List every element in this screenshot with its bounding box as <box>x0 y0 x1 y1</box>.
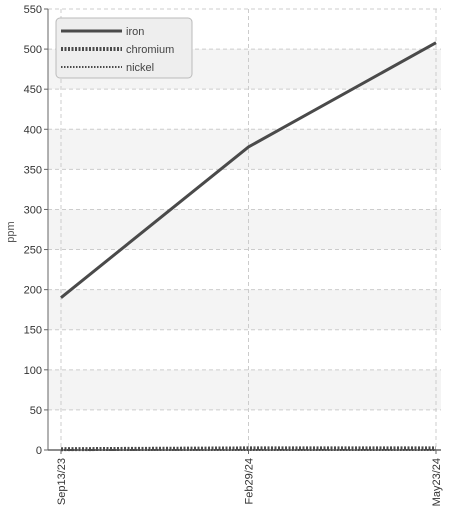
y-tick-label: 0 <box>36 445 42 457</box>
y-tick-label: 500 <box>24 44 42 56</box>
y-tick-label: 300 <box>24 204 42 216</box>
legend-label-nickel[interactable]: nickel <box>126 62 154 74</box>
y-tick-label: 200 <box>24 285 42 297</box>
series-line-iron <box>60 41 437 299</box>
legend-label-chromium[interactable]: chromium <box>126 44 174 56</box>
y-tick-label: 150 <box>24 325 42 337</box>
plot-band <box>48 209 441 250</box>
y-tick-label: 250 <box>24 245 42 257</box>
y-tick-label: 400 <box>24 124 42 136</box>
y-tick-label: 350 <box>24 164 42 176</box>
y-tick-label: 450 <box>24 84 42 96</box>
grid-lines <box>48 8 441 450</box>
y-tick-labels: 0 50 100 150 200 250 300 350 400 450 500 550 <box>24 4 42 457</box>
x-tick-label: May23/24 <box>431 458 443 506</box>
plot-band <box>48 369 441 410</box>
y-axis-title: ppm <box>5 221 17 242</box>
series-line-chromium <box>60 446 436 452</box>
x-tick-label: Feb29/24 <box>244 458 256 504</box>
y-tick-label: 100 <box>24 365 42 377</box>
legend-box <box>55 17 193 79</box>
y-tick-label: 50 <box>30 405 42 417</box>
plot-band <box>48 289 441 330</box>
x-tick-labels: Sep13/23 Feb29/24 May23/24 <box>56 458 443 506</box>
plot-bands <box>48 49 441 410</box>
x-tick-label: Sep13/23 <box>56 458 68 505</box>
legend[interactable]: iron chromium nickel <box>55 17 193 79</box>
series-lines <box>60 41 437 452</box>
y-tick-label: 550 <box>24 4 42 16</box>
legend-label-iron[interactable]: iron <box>126 26 144 38</box>
